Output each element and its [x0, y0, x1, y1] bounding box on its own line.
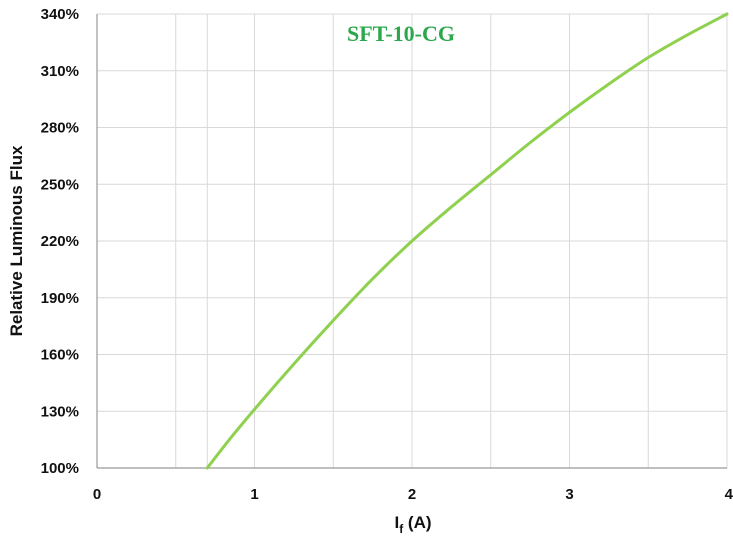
x-axis-title-subscript: f	[399, 522, 404, 536]
x-tick-label: 1	[250, 486, 258, 503]
y-axis-title: Relative Luminous Flux	[7, 145, 26, 336]
y-tick-label: 250%	[41, 176, 79, 193]
y-tick-label: 310%	[41, 63, 79, 80]
x-axis-title: If (A)	[394, 513, 431, 536]
tick-labels: 100% 130% 160% 190% 220% 250% 280% 310% 340% 0 1 2 3…	[41, 6, 733, 503]
y-tick-label: 220%	[41, 233, 79, 250]
x-tick-label: 0	[93, 486, 101, 503]
y-tick-label: 280%	[41, 120, 79, 137]
series-line	[205, 12, 729, 470]
x-tick-label: 3	[565, 486, 573, 503]
x-axis-title-main: I	[394, 513, 399, 532]
x-tick-label: 4	[725, 486, 733, 503]
y-tick-label: 160%	[41, 347, 79, 364]
y-tick-label: 340%	[41, 6, 79, 23]
y-tick-label: 190%	[41, 290, 79, 307]
axes	[96, 14, 727, 469]
y-tick-label: 130%	[41, 403, 79, 420]
x-tick-label: 2	[408, 486, 416, 503]
chart-title: SFT-10-CG	[347, 21, 455, 46]
series	[205, 12, 729, 470]
y-tick-label: 100%	[41, 460, 79, 477]
x-axis-title-suffix: (A)	[403, 513, 431, 532]
